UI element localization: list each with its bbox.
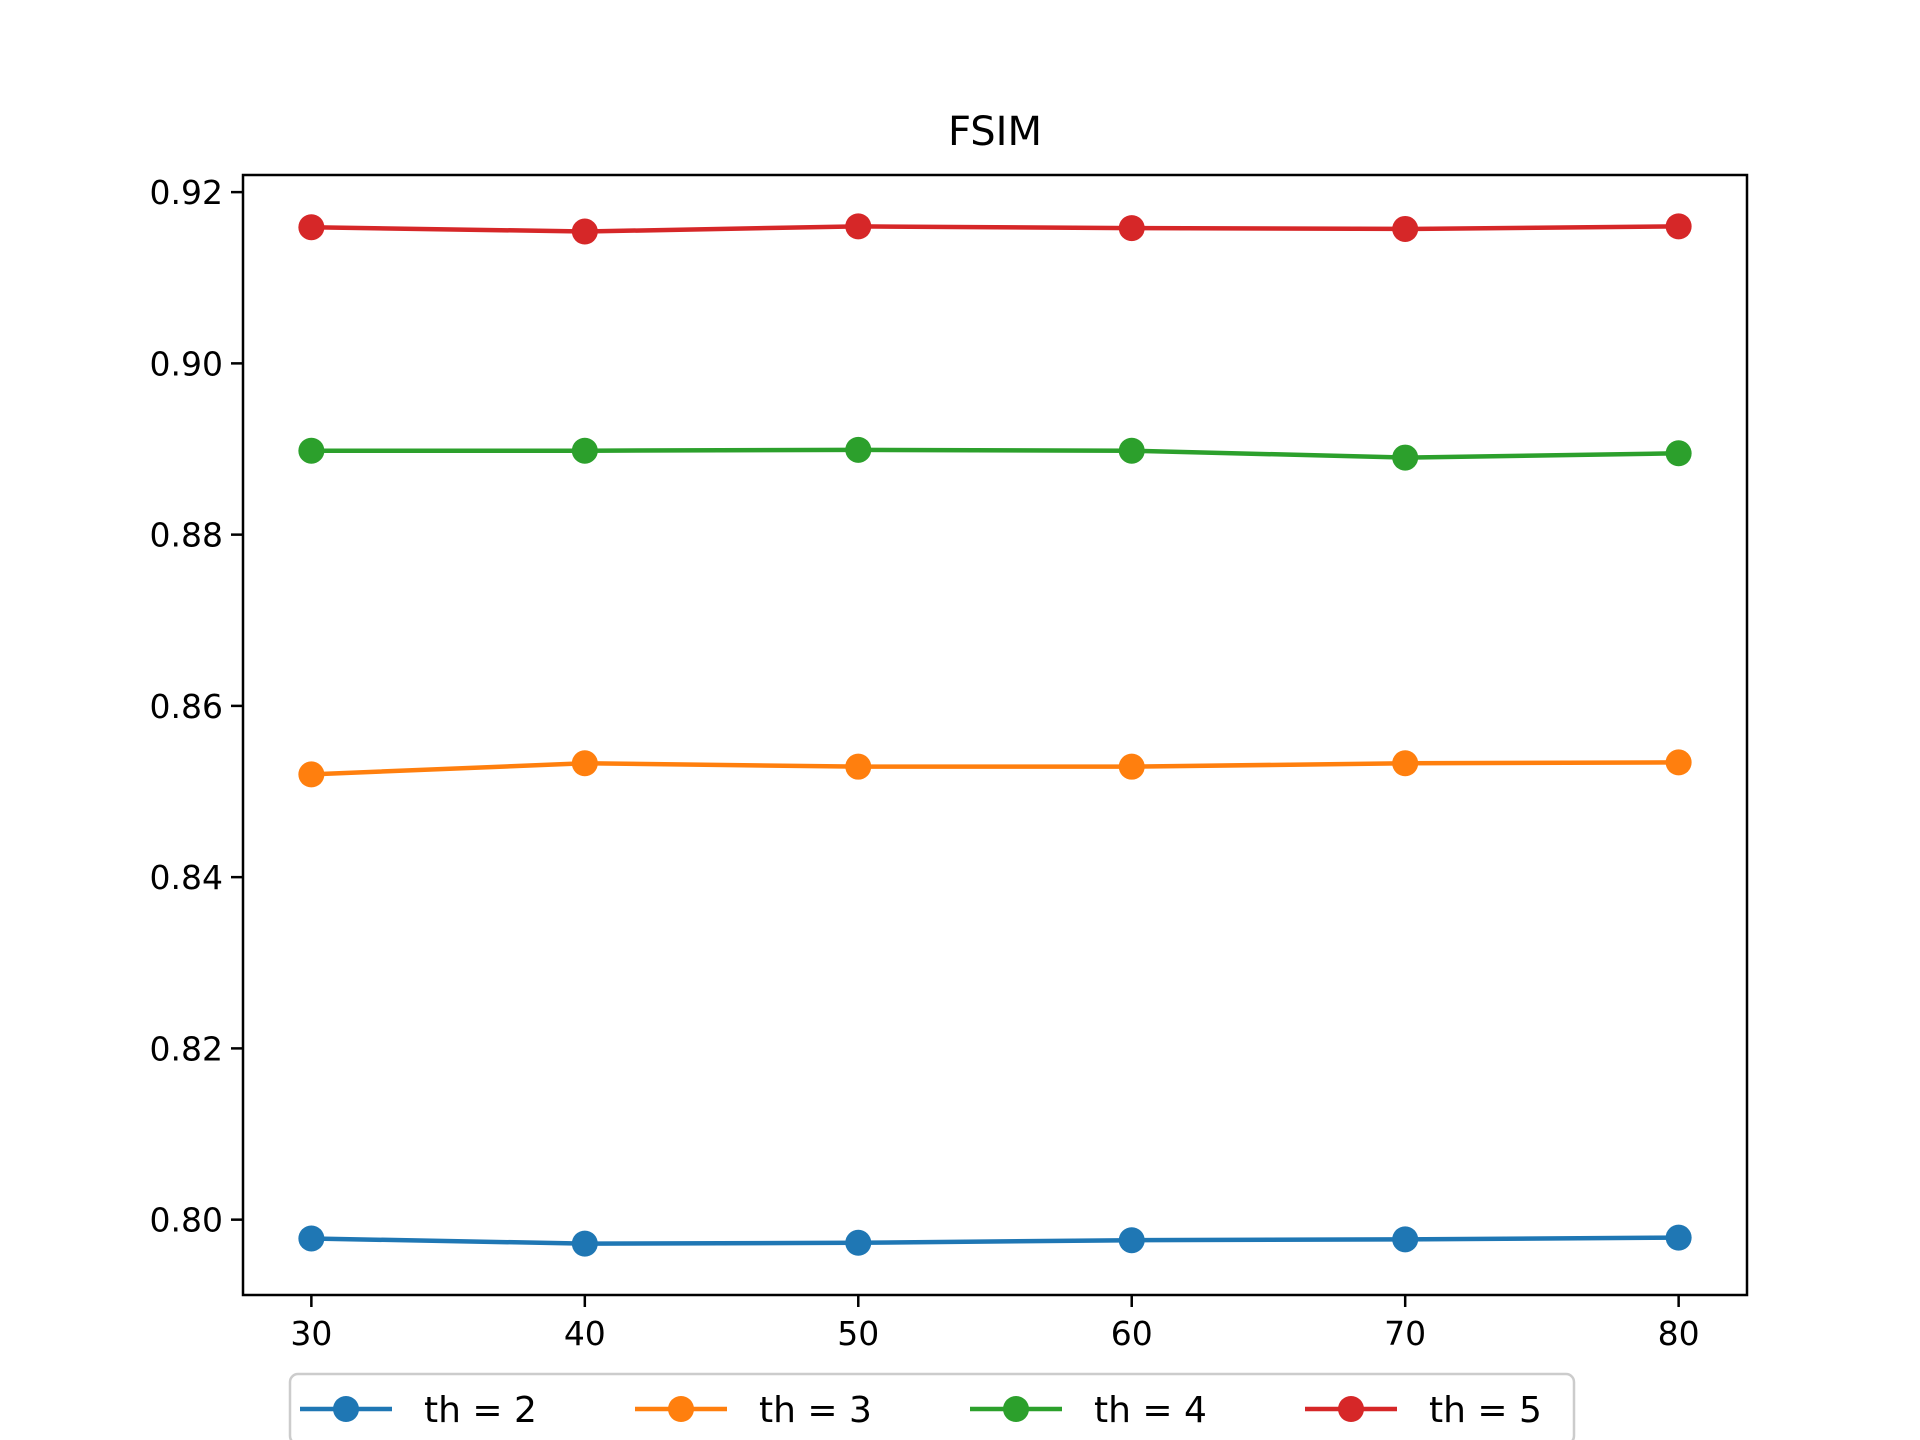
y-tick-label: 0.90: [150, 344, 223, 383]
data-point: [1665, 213, 1692, 240]
data-point: [298, 1225, 325, 1252]
data-point: [298, 761, 325, 788]
x-tick-label: 80: [1658, 1314, 1700, 1353]
x-axis: 30 40 50 60 70 80: [290, 1295, 1700, 1353]
data-point: [1118, 1227, 1145, 1254]
series-line: [311, 447, 1679, 460]
chart-title: FSIM: [948, 109, 1042, 155]
data-point: [298, 437, 325, 464]
legend-frame: [288, 1372, 1576, 1440]
data-point: [1665, 749, 1692, 776]
data-point: [845, 213, 872, 240]
data-point: [571, 1230, 598, 1257]
data-point: [1665, 440, 1692, 467]
x-tick-label: 70: [1384, 1314, 1426, 1353]
x-tick-label: 40: [564, 1314, 606, 1353]
series-line: [311, 760, 1679, 777]
y-tick-label: 0.84: [150, 858, 223, 897]
series-1: [298, 1224, 1692, 1257]
data-point: [845, 436, 872, 463]
legend-label: th = 5: [1429, 1390, 1542, 1431]
data-point: [1118, 215, 1145, 242]
y-tick-label: 0.82: [150, 1029, 223, 1068]
data-point: [1665, 1224, 1692, 1251]
plot-frame: [241, 173, 1749, 1297]
legend-swatch-marker: [333, 1396, 359, 1422]
legend-swatch-marker: [1338, 1396, 1364, 1422]
legend-entry: th = 3: [635, 1390, 872, 1431]
series-3: [298, 436, 1692, 471]
plot-marks: [298, 213, 1692, 1257]
x-tick-label: 30: [290, 1314, 332, 1353]
data-point: [1118, 437, 1145, 464]
legend-entry: th = 5: [1305, 1390, 1542, 1431]
legend: th = 2 th = 3 th = 4 th = 5: [288, 1372, 1576, 1440]
series-4: [298, 213, 1692, 245]
data-point: [571, 218, 598, 245]
legend-entry: th = 4: [970, 1390, 1207, 1431]
legend-label: th = 4: [1094, 1390, 1207, 1431]
legend-swatch-marker: [668, 1396, 694, 1422]
data-point: [1392, 444, 1419, 471]
data-point: [298, 214, 325, 241]
y-axis: 0.80 0.82 0.84 0.86 0.88 0.90 0.92: [150, 173, 243, 1240]
series-line: [311, 224, 1679, 234]
legend-swatch-marker: [1003, 1396, 1029, 1422]
data-point: [571, 750, 598, 777]
legend-label: th = 2: [424, 1390, 537, 1431]
legend-entry: th = 2: [300, 1390, 537, 1431]
x-tick-label: 60: [1111, 1314, 1153, 1353]
data-point: [1392, 1226, 1419, 1253]
y-tick-label: 0.80: [150, 1201, 223, 1240]
data-point: [1118, 753, 1145, 780]
series-line: [311, 1235, 1679, 1246]
x-tick-label: 50: [837, 1314, 879, 1353]
y-tick-label: 0.92: [150, 173, 223, 212]
legend-label: th = 3: [759, 1390, 872, 1431]
data-point: [845, 1229, 872, 1256]
y-tick-label: 0.88: [150, 516, 223, 555]
data-point: [845, 753, 872, 780]
y-tick-label: 0.86: [150, 687, 223, 726]
series-2: [298, 749, 1692, 788]
data-point: [1392, 215, 1419, 242]
data-point: [571, 437, 598, 464]
data-point: [1392, 750, 1419, 777]
